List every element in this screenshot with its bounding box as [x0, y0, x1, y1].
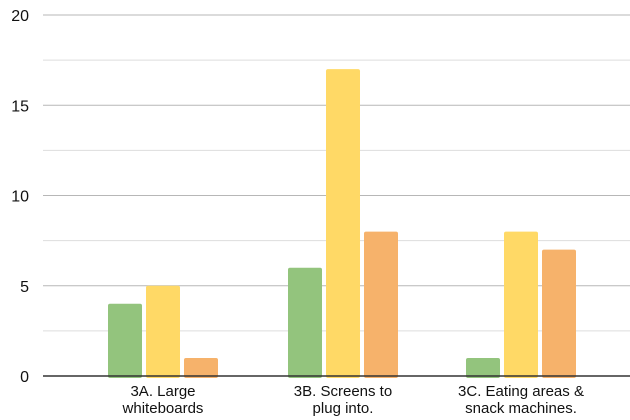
category-label-line: snack machines. — [465, 400, 577, 417]
category-label-line: 3A. Large — [130, 383, 195, 400]
category-label-line: plug into. — [313, 400, 374, 417]
x-axis-labels: 3A. Large whiteboards 3B. Screens to plug i… — [122, 383, 584, 417]
bars-layer — [108, 69, 576, 378]
y-tick-label: 5 — [20, 279, 29, 296]
y-tick-label: 0 — [20, 369, 29, 386]
bar-series-1-category-3 — [466, 358, 500, 378]
category-label: 3B. Screens to plug into. — [294, 383, 392, 417]
y-tick-label: 10 — [11, 189, 29, 206]
bar-series-3-category-1 — [184, 358, 218, 378]
bar-series-3-category-3 — [542, 250, 576, 378]
category-label: 3C. Eating areas & snack machines. — [458, 383, 584, 417]
y-tick-label: 20 — [11, 8, 29, 25]
bar-series-2-category-3 — [504, 232, 538, 378]
category-label-line: whiteboards — [122, 400, 204, 417]
y-axis-ticks: 0 5 10 15 20 — [11, 8, 29, 386]
category-label-line: 3C. Eating areas & — [458, 383, 584, 400]
bar-series-2-category-2 — [326, 69, 360, 378]
category-label-line: 3B. Screens to — [294, 383, 392, 400]
category-label: 3A. Large whiteboards — [122, 383, 204, 417]
bar-series-2-category-1 — [146, 286, 180, 378]
bar-series-1-category-2 — [288, 268, 322, 378]
bar-series-1-category-1 — [108, 304, 142, 378]
y-tick-label: 15 — [11, 98, 29, 115]
bar-series-3-category-2 — [364, 232, 398, 378]
